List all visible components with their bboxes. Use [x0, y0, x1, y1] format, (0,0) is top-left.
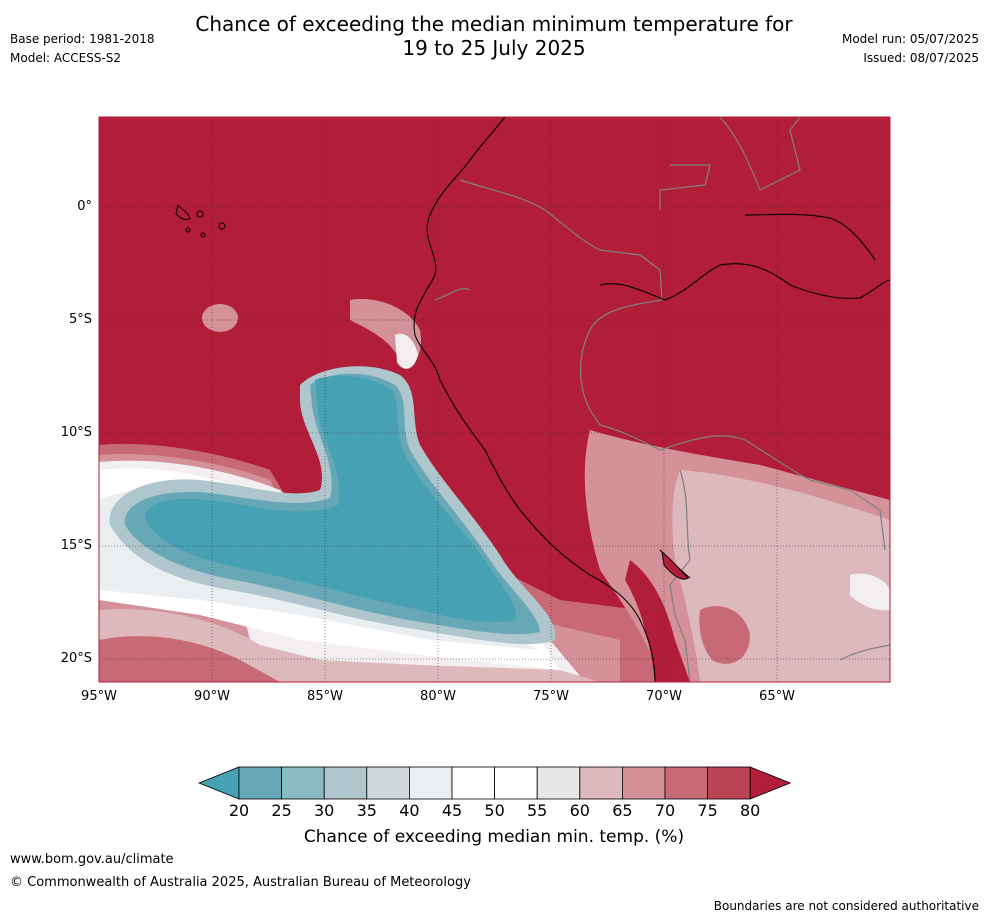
colorbar-segment [281, 766, 325, 800]
colorbar-tick: 35 [356, 801, 377, 820]
longitude-label: 70°W [646, 689, 682, 704]
colorbar-extend-low [197, 766, 240, 800]
title-line-1: Chance of exceeding the median minimum t… [195, 12, 793, 36]
colorbar-segment [579, 766, 623, 800]
title-line-2: 19 to 25 July 2025 [402, 36, 586, 60]
colorbar-segment [622, 766, 666, 800]
coastal-patch-white [395, 333, 418, 369]
colorbar-tick: 65 [612, 801, 633, 820]
longitude-label: 65°W [759, 689, 795, 704]
map-frame [98, 116, 891, 683]
latitude-label: 10°S [60, 425, 92, 440]
colorbar-segment [366, 766, 410, 800]
latitude-label: 5°S [68, 312, 92, 327]
footer-url[interactable]: www.bom.gov.au/climate [10, 852, 174, 867]
colorbar-tick: 75 [697, 801, 718, 820]
footer-note: Boundaries are not considered authoritat… [713, 899, 979, 913]
colorbar-tick: 30 [314, 801, 335, 820]
colorbar-tick: 25 [271, 801, 292, 820]
colorbar-segment [707, 766, 751, 800]
offshore-patch [202, 304, 238, 332]
issued-text: Issued: 08/07/2025 [863, 51, 979, 65]
bolivia-white-patch [850, 573, 890, 611]
bolivia-pink-inner [699, 606, 750, 664]
colorbar-segment [536, 766, 581, 800]
country-boundaries [434, 117, 890, 682]
colorbar-segment [494, 766, 538, 800]
colorbar-segment [664, 766, 708, 800]
colorbar-segment [408, 766, 453, 800]
colorbar-tick: 80 [740, 801, 761, 820]
longitude-label: 90°W [194, 689, 230, 704]
longitude-label: 85°W [307, 689, 343, 704]
colorbar-tick: 50 [484, 801, 505, 820]
colorbar-segment [238, 766, 282, 800]
longitude-label: 95°W [81, 689, 117, 704]
map-area [99, 117, 890, 682]
longitude-label: 80°W [420, 689, 456, 704]
colorbar-label: Chance of exceeding median min. temp. (%… [303, 827, 685, 847]
graticule [99, 117, 890, 682]
colorbar [197, 766, 792, 800]
colorbar-segment [323, 766, 368, 800]
latitude-label: 15°S [60, 538, 92, 553]
model-run-text: Model run: 05/07/2025 [841, 32, 979, 46]
colorbar-tick: 45 [441, 801, 463, 820]
colorbar-segment [451, 766, 495, 800]
galapagos-islands [175, 203, 226, 238]
colorbar-tick: 70 [654, 801, 676, 820]
chart-title: Chance of exceeding the median minimum t… [0, 12, 988, 60]
model-text: Model: ACCESS-S2 [10, 51, 122, 65]
colorbar-extend-high [749, 766, 792, 800]
andes-red-corridor [625, 560, 690, 682]
longitude-label: 75°W [533, 689, 569, 704]
colorbar-tick: 60 [569, 801, 590, 820]
colorbar-tick: 20 [228, 801, 250, 820]
latitude-label: 0° [77, 199, 92, 214]
cool-anomaly-core [145, 375, 516, 622]
footer-copyright: © Commonwealth of Australia 2025, Austra… [10, 875, 471, 890]
colorbar-tick: 40 [399, 801, 420, 820]
coastline [413, 117, 890, 682]
base-period-text: Base period: 1981-2018 [10, 32, 155, 46]
colorbar-tick: 55 [527, 801, 548, 820]
latitude-label: 20°S [60, 651, 92, 666]
lake-titicaca [661, 550, 689, 580]
